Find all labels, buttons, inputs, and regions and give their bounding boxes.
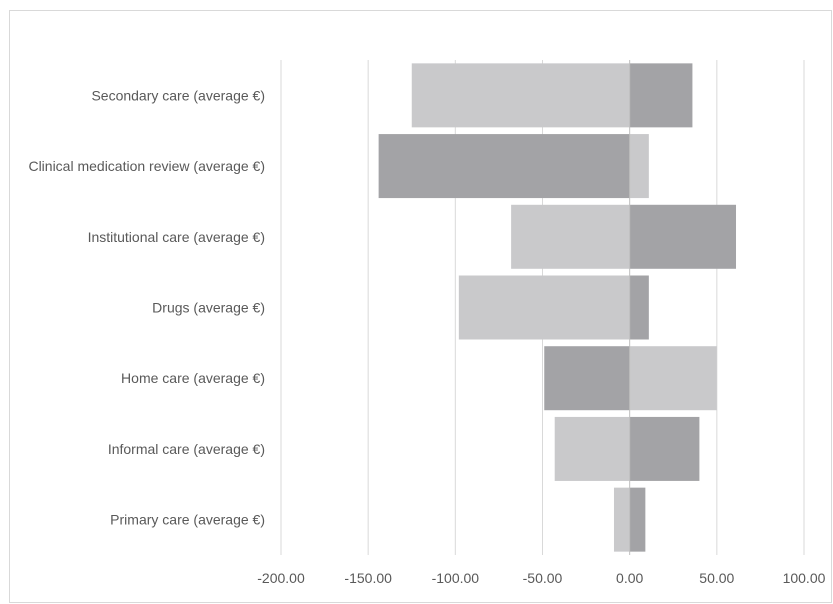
bars xyxy=(378,63,737,552)
bar xyxy=(629,487,646,552)
bar xyxy=(458,275,630,340)
x-tick-label: -100.00 xyxy=(432,570,480,586)
x-tick-label: -50.00 xyxy=(523,570,563,586)
x-tick-label: 50.00 xyxy=(699,570,734,586)
x-tick-label: 100.00 xyxy=(783,570,826,586)
bar xyxy=(629,63,693,128)
category-label: Clinical medication review (average €) xyxy=(28,158,265,174)
bar xyxy=(544,346,630,411)
category-label: Primary care (average €) xyxy=(110,512,265,528)
category-label: Institutional care (average €) xyxy=(88,229,265,245)
bar xyxy=(629,416,700,481)
bar xyxy=(613,487,630,552)
category-label: Secondary care (average €) xyxy=(91,87,265,103)
x-tick-label: -200.00 xyxy=(257,570,305,586)
bar xyxy=(511,204,630,269)
bar xyxy=(554,416,630,481)
category-label: Home care (average €) xyxy=(121,370,265,386)
bar xyxy=(629,275,649,340)
bar xyxy=(629,346,717,411)
category-label: Informal care (average €) xyxy=(108,441,265,457)
x-tick-labels: -200.00 -150.00 -100.00 -50.00 0.00 50.00 100.… xyxy=(257,570,825,586)
category-labels: Secondary care (average €) Clinical medic… xyxy=(28,87,265,527)
bar xyxy=(629,204,737,269)
x-tick-label: 0.00 xyxy=(616,570,643,586)
category-label: Drugs (average €) xyxy=(152,300,265,316)
x-tick-label: -150.00 xyxy=(344,570,392,586)
bar xyxy=(411,63,630,128)
bar xyxy=(378,134,630,199)
bar xyxy=(629,134,649,199)
